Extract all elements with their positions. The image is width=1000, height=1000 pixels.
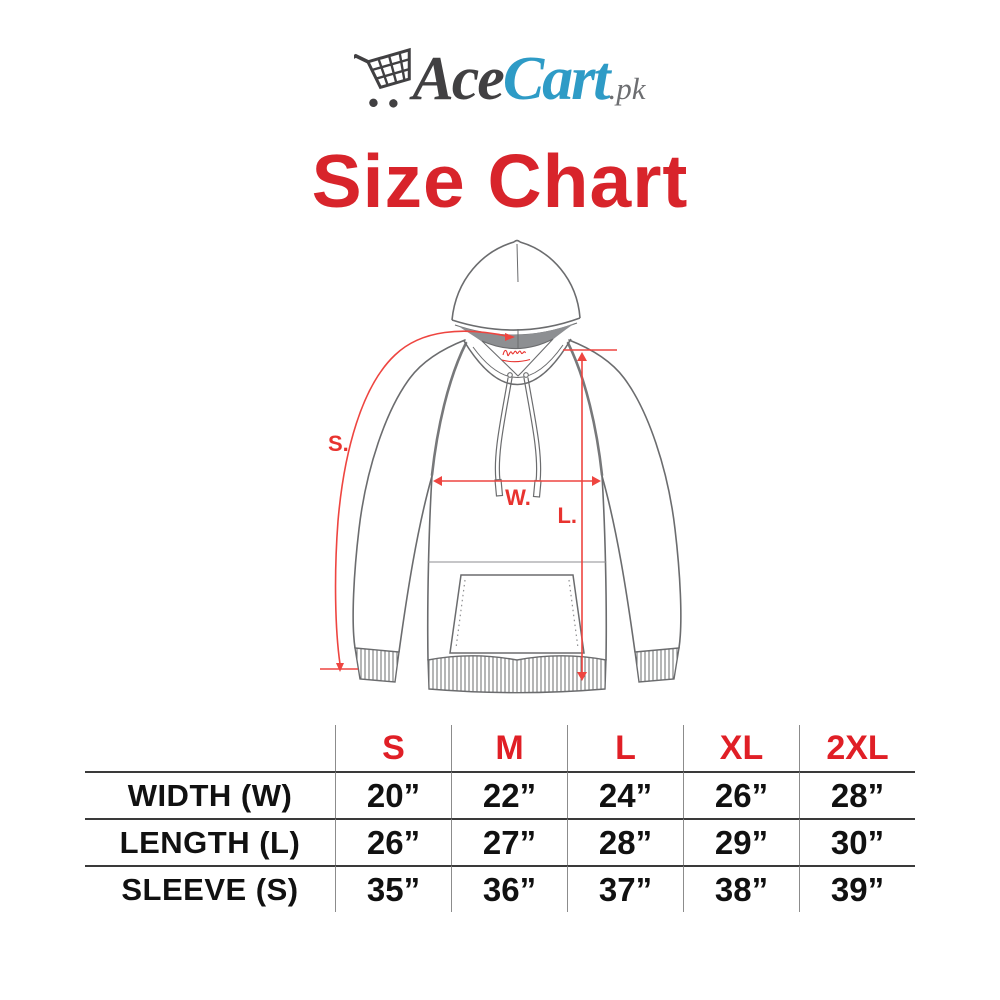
- ribbed-cuffs-and-hem: [354, 647, 680, 694]
- hoodie-measurement-diagram: S. W. L.: [320, 239, 682, 694]
- collar-brand-signature-icon: [501, 349, 531, 363]
- page-title: Size Chart: [311, 139, 689, 223]
- brand-logo: AceCart.pk: [0, 0, 1000, 118]
- shopping-cart-icon: [354, 47, 412, 108]
- size-value-cell: 28”: [567, 818, 683, 865]
- size-value-cell: 26”: [683, 771, 799, 818]
- brand-name-suffix: Cart: [502, 45, 611, 113]
- kangaroo-pocket: [449, 574, 585, 654]
- width-measure-line: [433, 476, 601, 486]
- width-measure-label: W.: [505, 485, 531, 510]
- size-column-header: M: [451, 725, 567, 771]
- length-measure-label: L.: [557, 503, 577, 528]
- size-column-header: L: [567, 725, 683, 771]
- size-value-cell: 26”: [335, 818, 451, 865]
- size-column-header: S: [335, 725, 451, 771]
- size-value-cell: 30”: [799, 818, 915, 865]
- size-column-header: 2XL: [799, 725, 915, 771]
- size-table-corner-cell: [85, 725, 335, 771]
- size-table: S M L XL 2XL WIDTH (W) 20” 22” 24” 26” 2…: [85, 725, 915, 912]
- shoulder-seams: [430, 341, 604, 477]
- sleeve-measure-line: [320, 330, 515, 672]
- size-value-cell: 35”: [335, 865, 451, 912]
- size-value-cell: 28”: [799, 771, 915, 818]
- size-value-cell: 27”: [451, 818, 567, 865]
- sleeve-measure-label: S.: [328, 431, 349, 456]
- measurement-row-label: LENGTH (L): [85, 818, 335, 865]
- length-measure-line: [563, 349, 617, 681]
- brand-name: AceCart.pk: [412, 40, 645, 110]
- brand-name-prefix: Ace: [412, 45, 504, 113]
- size-value-cell: 36”: [451, 865, 567, 912]
- size-value-cell: 29”: [683, 818, 799, 865]
- size-value-cell: 24”: [567, 771, 683, 818]
- size-value-cell: 38”: [683, 865, 799, 912]
- measurement-row-label: WIDTH (W): [85, 771, 335, 818]
- size-column-header: XL: [683, 725, 799, 771]
- drawstrings: [494, 377, 542, 498]
- brand-name-tld: .pk: [608, 71, 646, 106]
- size-value-cell: 39”: [799, 865, 915, 912]
- hoodie-body-outline: [352, 339, 682, 661]
- hood: [451, 239, 581, 386]
- measurement-row-label: SLEEVE (S): [85, 865, 335, 912]
- size-value-cell: 37”: [567, 865, 683, 912]
- size-value-cell: 22”: [451, 771, 567, 818]
- size-value-cell: 20”: [335, 771, 451, 818]
